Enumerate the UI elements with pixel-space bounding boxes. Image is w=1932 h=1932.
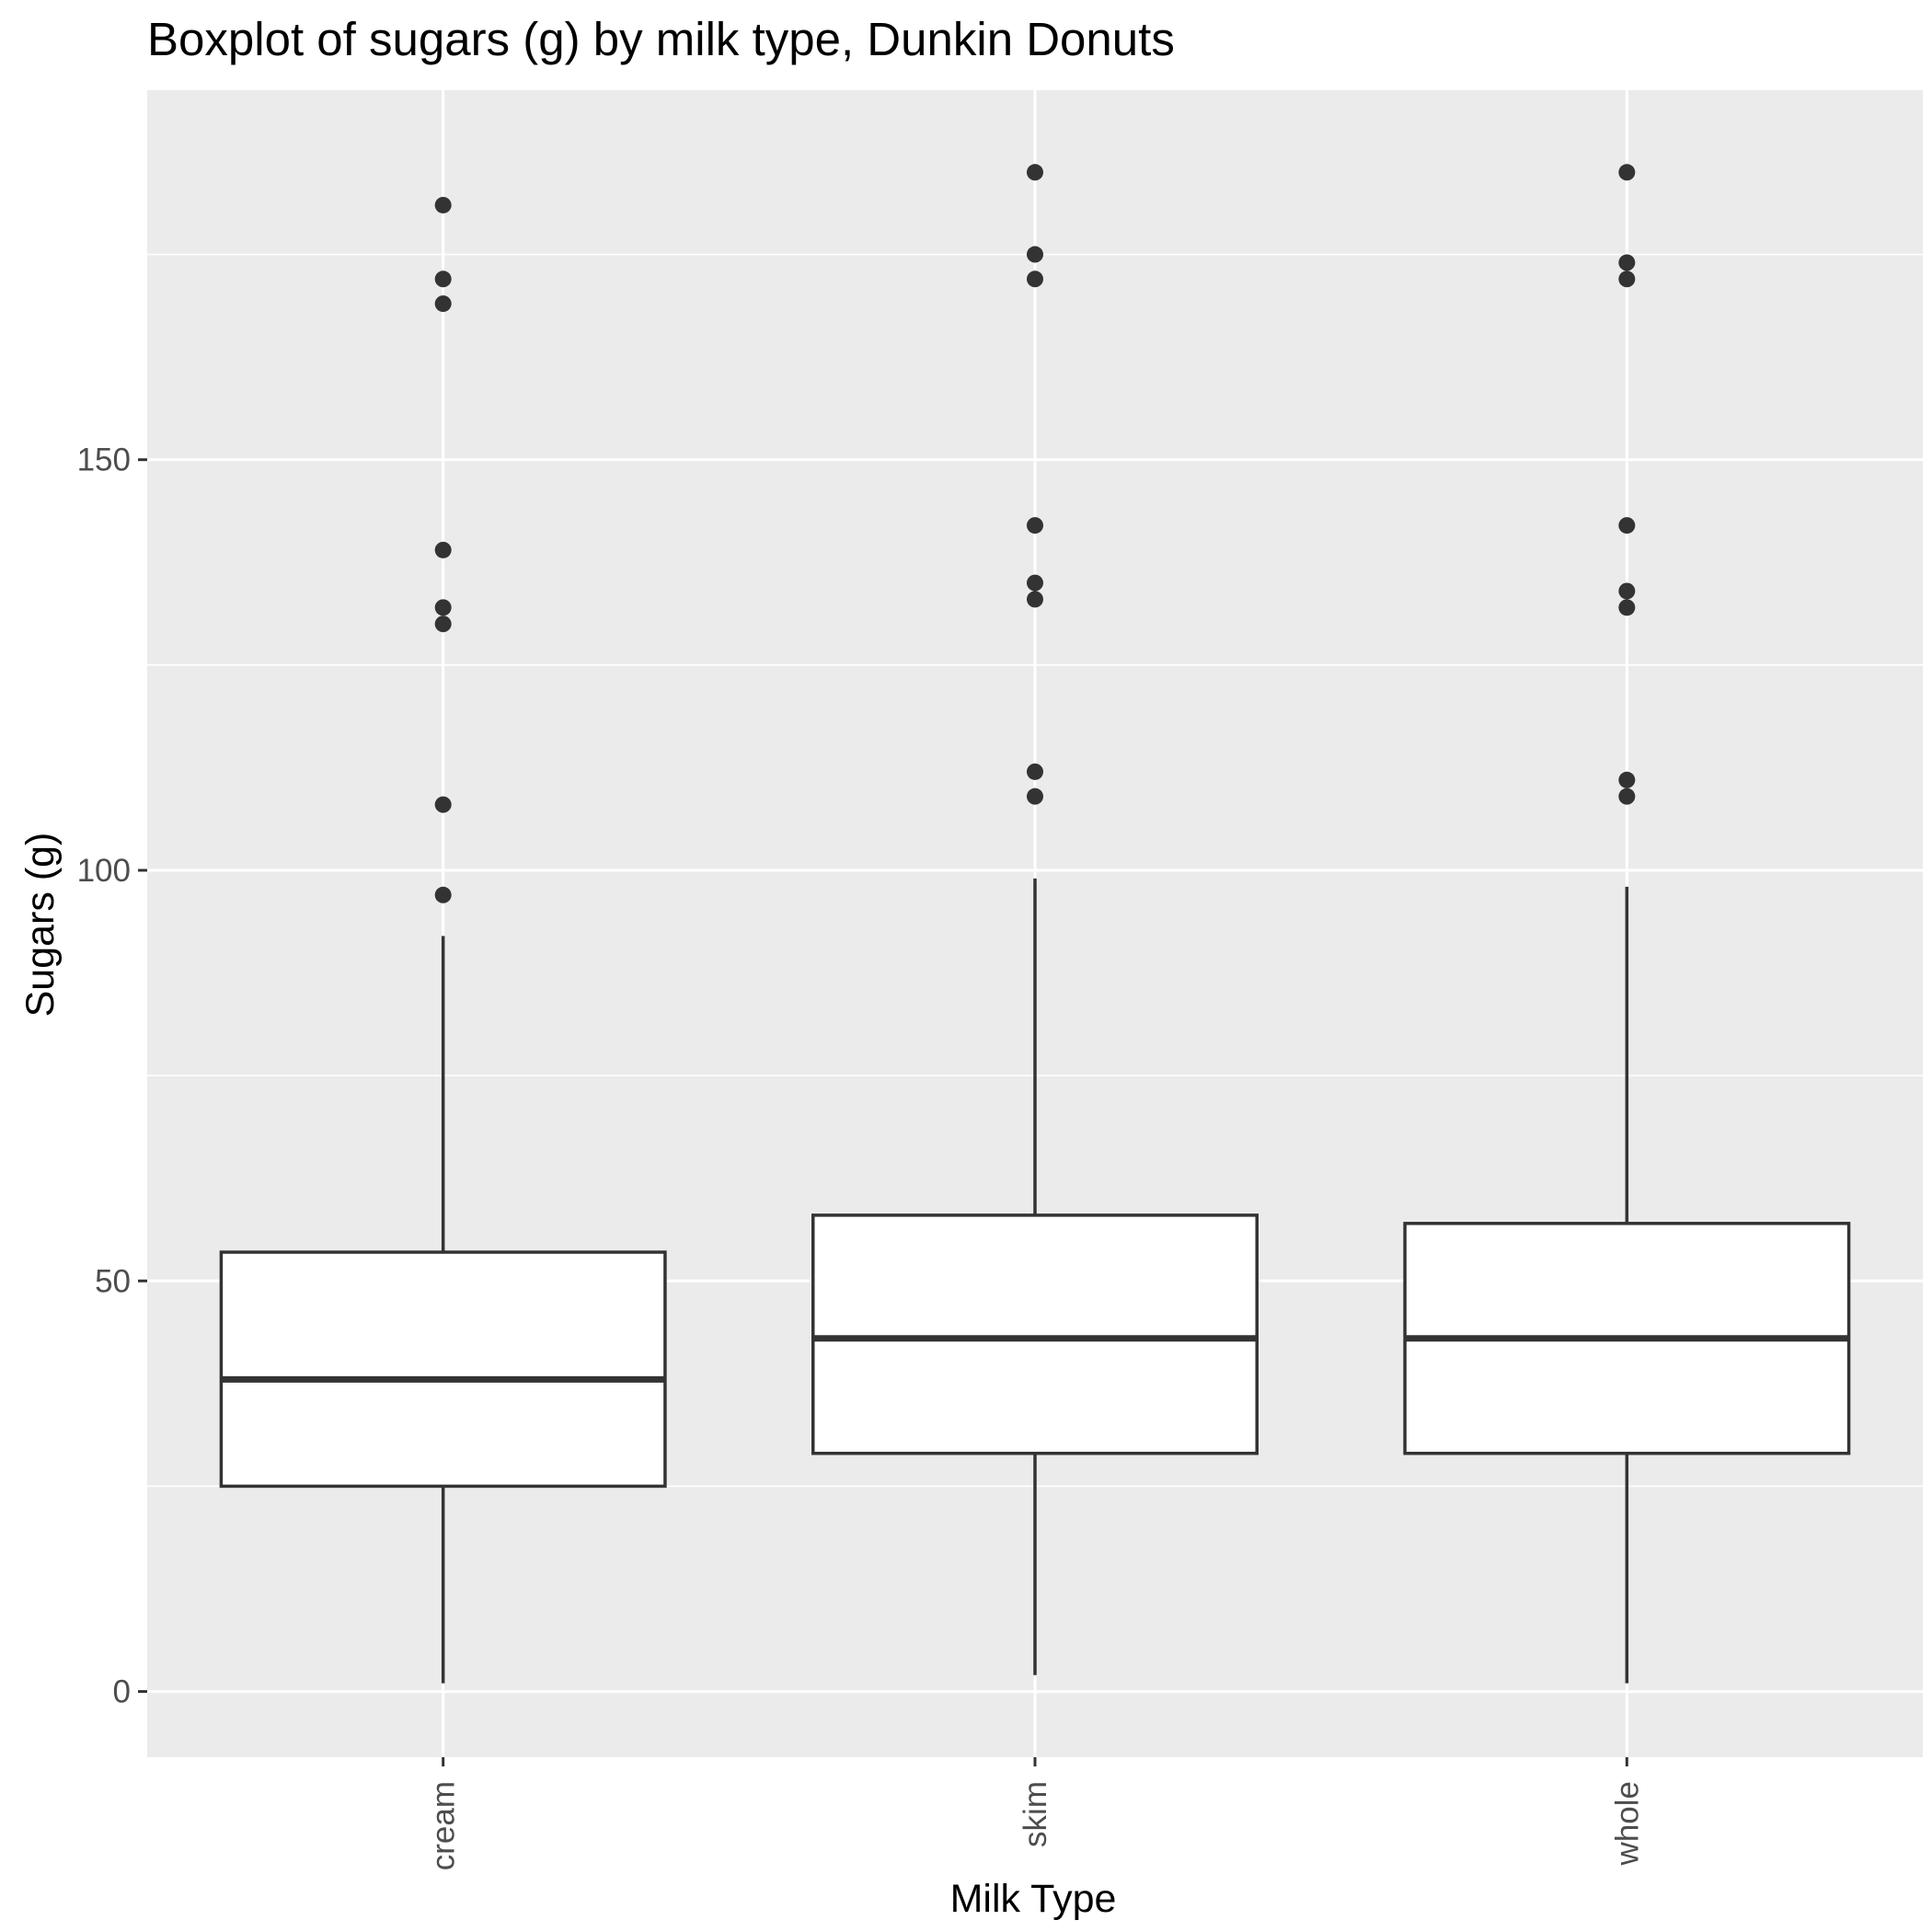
- outlier-point: [1027, 591, 1043, 608]
- outlier-point: [1618, 599, 1636, 616]
- outlier-point: [1027, 574, 1043, 592]
- outlier-point: [1618, 270, 1636, 288]
- outlier-point: [1027, 164, 1043, 181]
- y-axis-title: Sugars (g): [18, 833, 63, 1018]
- outlier-point: [434, 886, 452, 903]
- boxes-layer: [219, 164, 1851, 1684]
- outlier-point: [434, 270, 452, 288]
- box-skim: [811, 164, 1259, 1675]
- chart-title: Boxplot of sugars (g) by milk type, Dunk…: [147, 13, 1175, 65]
- outlier-point: [1618, 517, 1636, 535]
- y-tick-label: 50: [95, 1263, 131, 1299]
- x-tick-label: cream: [426, 1781, 462, 1870]
- box-iqr: [219, 1250, 667, 1489]
- box-whole: [1403, 164, 1851, 1684]
- outlier-point: [434, 599, 452, 616]
- outlier-point: [1027, 246, 1043, 263]
- outlier-point: [1027, 270, 1043, 288]
- box-iqr: [811, 1213, 1259, 1455]
- x-axis-title: Milk Type: [950, 1877, 1117, 1921]
- outlier-point: [1618, 164, 1636, 181]
- outlier-point: [434, 615, 452, 633]
- y-tick-label: 100: [77, 853, 131, 889]
- outlier-point: [434, 796, 452, 813]
- outlier-point: [1618, 771, 1636, 788]
- outlier-point: [434, 541, 452, 558]
- outlier-point: [1027, 788, 1043, 805]
- outlier-point: [1027, 517, 1043, 535]
- y-axis: 0 50 100 150: [77, 443, 147, 1710]
- box-cream: [219, 196, 667, 1684]
- outlier-point: [1618, 788, 1636, 805]
- y-tick-label: 0: [113, 1674, 131, 1710]
- x-axis: cream skim whole: [426, 1757, 1645, 1870]
- x-tick-label: whole: [1609, 1781, 1645, 1866]
- outlier-point: [1027, 763, 1043, 780]
- y-tick-label: 150: [77, 443, 131, 478]
- outlier-point: [1618, 582, 1636, 600]
- outlier-point: [434, 295, 452, 313]
- x-tick-label: skim: [1018, 1781, 1053, 1847]
- outlier-point: [1618, 254, 1636, 271]
- outlier-point: [434, 196, 452, 213]
